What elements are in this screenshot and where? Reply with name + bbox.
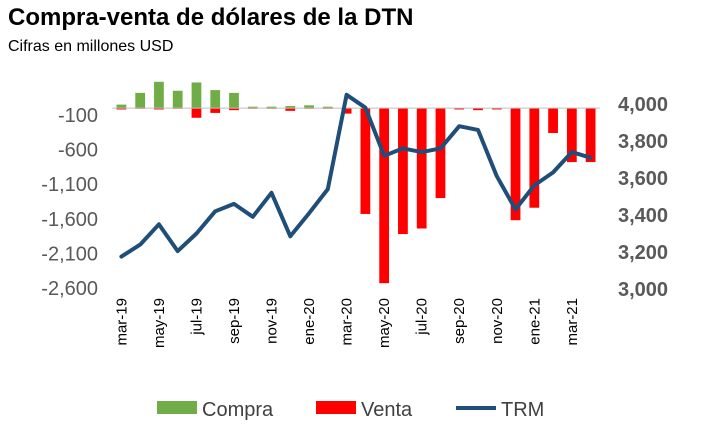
x-tick-label: may-20: [376, 298, 393, 348]
venta-bar: [510, 108, 521, 221]
compra-bar: [304, 105, 314, 109]
venta-bar: [398, 108, 408, 235]
legend-venta-label: Venta: [361, 399, 413, 421]
x-tick-label: nov-20: [489, 298, 506, 344]
compra-bar: [229, 92, 239, 109]
y-left-tick-label: -1,600: [41, 209, 98, 231]
compra-bar: [191, 82, 202, 109]
compra-bar: [247, 106, 258, 109]
x-tick-label: mar-21: [564, 298, 581, 346]
venta-bar: [416, 108, 427, 229]
x-tick-label: mar-20: [339, 298, 356, 346]
venta-bar: [360, 108, 371, 214]
y-left-tick-label: -2,100: [41, 243, 98, 265]
legend-compra-label: Compra: [202, 399, 274, 421]
x-tick-label: jul-19: [188, 298, 205, 336]
venta-bar: [116, 108, 127, 110]
venta-bar: [548, 108, 558, 133]
venta-bar: [379, 108, 390, 284]
x-tick-label: sep-20: [451, 298, 468, 344]
venta-bar: [341, 108, 352, 114]
venta-bar: [473, 108, 483, 111]
compra-bar: [285, 106, 296, 109]
compra-bar: [116, 104, 127, 109]
chart-subtitle: Cifras en millones USD: [8, 38, 174, 55]
y-right-tick-label: 3,400: [618, 205, 668, 227]
y-right-tick-label: 3,600: [618, 168, 668, 190]
venta-bar: [191, 108, 202, 118]
x-tick-label: mar-19: [113, 298, 130, 346]
compra-bar: [210, 90, 221, 109]
x-tick-label: sep-19: [226, 298, 243, 344]
y-right-tick-label: 4,000: [618, 94, 668, 116]
venta-bar: [491, 108, 502, 110]
venta-bar: [454, 108, 465, 110]
compra-bar: [322, 106, 333, 109]
venta-bar: [210, 108, 221, 113]
x-tick-label: nov-19: [264, 298, 281, 344]
legend-compra-swatch: [157, 401, 197, 414]
compra-bar: [135, 92, 146, 109]
x-tick-label: ene-20: [301, 298, 318, 345]
venta-bar: [435, 108, 446, 199]
venta-bar: [566, 108, 577, 163]
venta-bar: [585, 108, 596, 163]
chart-title: Compra-venta de dólares de la DTN: [8, 4, 414, 31]
venta-bar: [154, 108, 164, 110]
y-right-tick-label: 3,000: [618, 279, 668, 301]
venta-bar: [529, 108, 540, 208]
x-tick-label: may-19: [151, 298, 168, 348]
x-tick-label: ene-21: [526, 298, 543, 345]
y-left-tick-label: -100: [58, 105, 98, 127]
y-left-tick-label: -2,600: [41, 278, 98, 300]
compra-bar: [266, 106, 277, 109]
trm-line: [119, 92, 593, 259]
legend-venta-swatch: [316, 401, 356, 414]
compra-bar: [172, 90, 183, 109]
venta-bar: [285, 108, 296, 111]
y-left-tick-label: -1,100: [41, 174, 98, 196]
y-right-tick-label: 3,800: [618, 131, 668, 153]
compra-bar: [154, 81, 164, 109]
y-left-tick-label: -600: [58, 140, 98, 162]
x-tick-label: jul-20: [414, 298, 431, 336]
y-right-tick-label: 3,200: [618, 242, 668, 264]
legend-trm-label: TRM: [501, 399, 544, 421]
venta-bar: [229, 108, 239, 111]
